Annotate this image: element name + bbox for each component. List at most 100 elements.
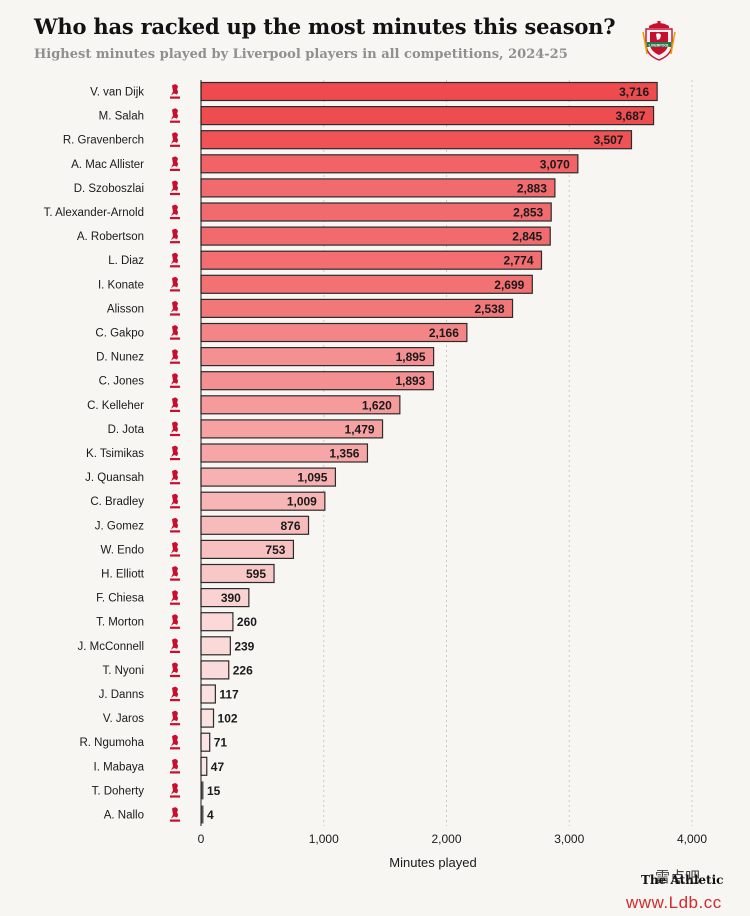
liver-bird-icon [171,252,178,265]
bar-value-label: 1,479 [345,422,375,436]
bar [200,154,579,174]
liver-bird-icon-base [170,313,180,316]
bar-value-label: 2,699 [494,278,524,292]
watermark-url: www.Ldb.cc [626,893,722,912]
bar [200,322,468,343]
bar [200,202,552,222]
bar-value-label: 2,166 [429,326,459,340]
liver-bird-icon-base [170,337,180,340]
liver-bird-icon-base [170,409,180,412]
liver-bird-icon-base [170,217,180,220]
bar-value-label: 2,853 [513,206,543,220]
bar-value-label: 226 [233,663,253,677]
bar [200,130,633,150]
bar-value-label: 4 [207,808,214,822]
liver-bird-icon [171,180,178,192]
bar [200,684,216,704]
bar-value-label: 117 [219,688,239,702]
liver-bird-icon-base [170,795,180,798]
bar [200,612,234,632]
liver-bird-icon [171,397,178,409]
liver-bird-icon-base [170,385,180,388]
liverpool-crest-icon: LIVERPOOL [642,21,676,61]
liver-bird-icon [171,108,178,120]
player-name: J. Quansah [85,472,144,484]
x-tick-label: 3,000 [554,832,584,846]
bar-value-label: 102 [218,712,238,726]
player-name: C. Gakpo [95,328,144,340]
liver-bird-icon [171,493,178,506]
x-tick-label: 0 [198,832,205,846]
bar-value-label: 260 [237,615,257,629]
liver-bird-icon-base [170,120,180,123]
bar-value-label: 3,507 [593,133,623,147]
player-name: R. Gravenberch [63,135,144,147]
liver-bird-icon [171,156,178,168]
chart-title: Who has racked up the most minutes this … [34,14,616,39]
player-name: Alisson [107,303,144,315]
player-name: T. Doherty [92,785,145,797]
liver-bird-icon-base [170,482,180,485]
liver-bird-icon [171,325,178,337]
player-name: I. Konate [98,279,144,291]
x-tick-label: 2,000 [431,832,461,846]
liver-bird-icon-base [170,168,180,171]
bar-value-label: 2,538 [475,302,505,316]
liver-bird-icon-base [170,96,180,99]
player-name: A. Mac Allister [71,159,144,171]
player-name: H. Elliott [101,569,145,581]
bar-value-label: 3,687 [616,109,646,123]
bar-value-label: 47 [211,760,225,774]
liver-bird-icon-base [170,578,180,581]
player-name: M. Salah [99,111,144,123]
bar [200,708,215,728]
liver-bird-icon-base [170,554,180,557]
bar [200,226,551,246]
player-name: J. Gomez [95,520,144,532]
liver-bird-icon [171,445,178,457]
player-name: I. Mabaya [94,761,145,773]
bar-value-label: 1,356 [329,447,359,461]
liver-bird-icon [171,686,178,698]
bar [201,781,204,800]
crest-text: LIVERPOOL [649,43,671,47]
bar-value-label: 239 [234,639,254,653]
player-name: C. Jones [99,376,145,388]
liver-bird-icon-base [170,192,180,196]
liver-bird-icon-base [170,265,180,268]
liver-bird-icon [171,807,178,819]
liver-bird-icon [171,421,178,433]
bar [200,756,208,776]
player-name: T. Alexander-Arnold [44,207,144,219]
liver-bird-icon [171,228,178,241]
liver-bird-icon-base [170,241,180,244]
player-name: R. Ngumoha [79,737,144,749]
x-tick-label: 4,000 [677,832,707,846]
publisher-credit: The Athletic [641,873,724,887]
bar [200,81,658,102]
liver-bird-icon-base [170,650,180,653]
watermark-chinese: 雷点吧 [655,868,701,886]
liver-bird-icon-base [170,506,180,509]
player-name: V. van Dijk [90,87,144,99]
liver-bird-icon [171,614,178,626]
bar [200,732,211,752]
player-name: C. Kelleher [87,400,144,412]
bar [200,274,533,294]
player-name: T. Morton [96,617,144,629]
liver-bird-icon-base [170,674,180,678]
bar-value-label: 71 [214,736,228,750]
bar-value-label: 1,895 [396,350,426,364]
bar [200,178,556,198]
chart-subtitle: Highest minutes played by Liverpool play… [34,47,568,62]
bar-value-label: 1,095 [297,471,327,485]
bar [200,636,231,656]
bar-value-label: 3,716 [619,85,649,99]
bar-value-label: 1,893 [395,374,425,388]
player-name: C. Bradley [90,496,144,508]
bar-value-label: 2,845 [512,230,542,244]
x-axis-label: Minutes played [389,855,476,870]
bar [201,805,204,824]
liver-bird-icon-base [170,771,180,774]
